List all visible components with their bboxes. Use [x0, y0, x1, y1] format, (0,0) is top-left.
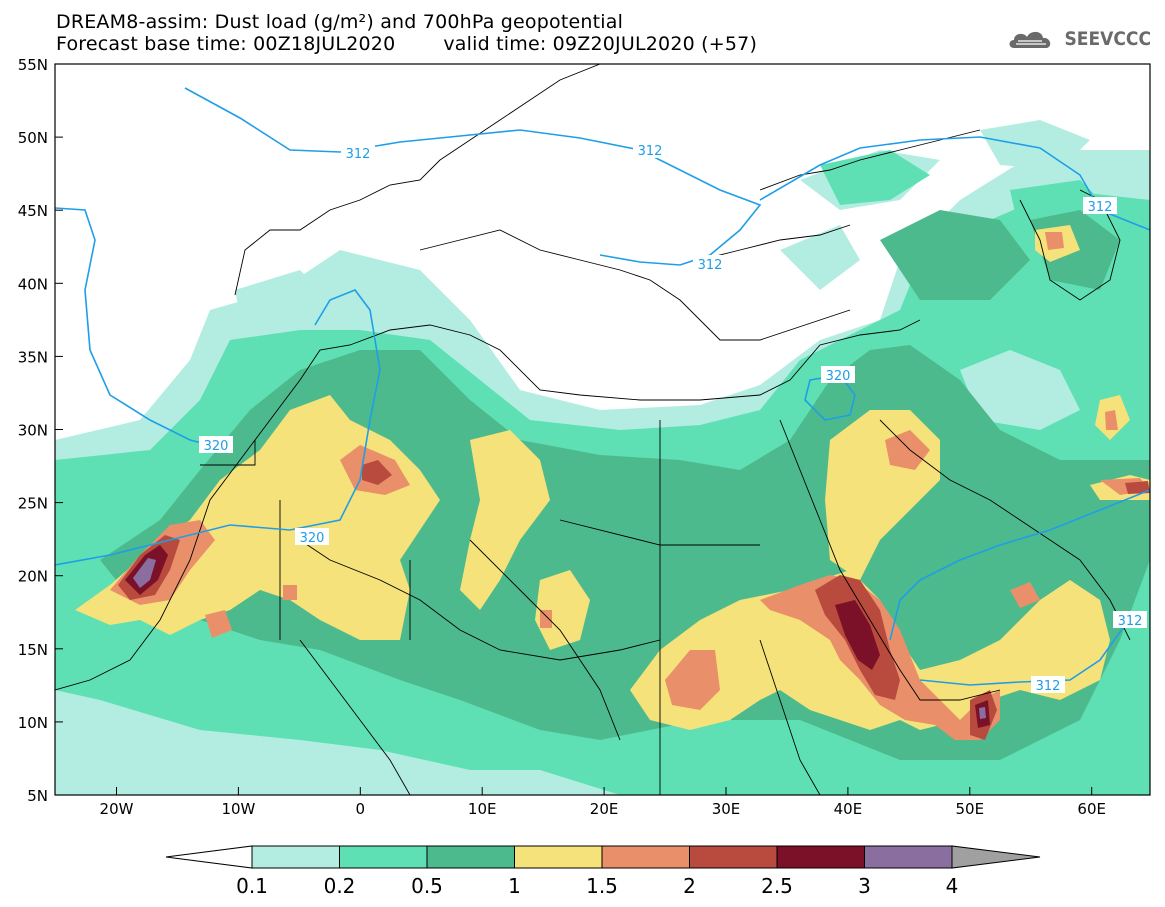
- lon-label: 10E: [468, 800, 497, 818]
- contour-labels: 312 312 312 312 312 312 320 320 320: [199, 141, 1147, 694]
- contour-label: 312: [1118, 614, 1143, 629]
- legend-level-label: 2.5: [761, 874, 793, 898]
- cloud-icon: [1009, 31, 1051, 48]
- contour-label: 320: [826, 369, 851, 384]
- legend-level-label: 4: [946, 874, 959, 898]
- lat-label: 10N: [18, 714, 48, 732]
- lon-label: 20W: [100, 800, 134, 818]
- legend-swatch: [689, 845, 778, 869]
- logo-text: SEEVCCC: [1064, 28, 1151, 50]
- time-info: Forecast base time: 00Z18JUL2020 valid ti…: [56, 34, 757, 54]
- legend-swatch: [339, 845, 428, 869]
- contour-label-bg: [633, 141, 667, 158]
- legend-level-label: 1: [508, 874, 521, 898]
- lat-label: 40N: [18, 275, 48, 293]
- longitude-axis: 20W 10W 0 10E 20E 30E 40E 50E 60E: [100, 787, 1106, 818]
- map-title: DREAM8-assim: Dust load (g/m²) and 700hP…: [56, 11, 624, 33]
- lon-label: 10W: [221, 800, 255, 818]
- contour-label-bg: [1031, 676, 1065, 693]
- lat-label: 25N: [18, 495, 48, 513]
- lat-label: 15N: [18, 641, 48, 659]
- dust-field: [55, 64, 1150, 795]
- contour-label-bg: [821, 366, 855, 383]
- coastlines: [55, 64, 1131, 795]
- lon-label: 20E: [590, 800, 619, 818]
- contour-label-bg: [693, 255, 727, 272]
- contour-label-bg: [1113, 611, 1147, 628]
- lon-label: 40E: [834, 800, 863, 818]
- dust-hole: [960, 350, 1080, 430]
- dust-level-3: [133, 558, 986, 719]
- lon-label: 60E: [1077, 800, 1106, 818]
- legend-swatch: [426, 845, 515, 869]
- colorbar-legend: 0.1 0.2 0.5 1 1.5 2 2.5 3 4: [165, 845, 1041, 898]
- contour-label: 312: [1088, 200, 1113, 215]
- legend-over-arrow: [951, 845, 1041, 869]
- legend-level-label: 0.2: [324, 874, 356, 898]
- legend-under-arrow: [165, 845, 253, 869]
- legend-swatch: [251, 845, 340, 869]
- legend-swatch: [776, 845, 865, 869]
- contour-label: 312: [638, 144, 663, 159]
- contour-label: 320: [204, 439, 229, 454]
- legend-swatch: [864, 845, 953, 869]
- lat-label: 30N: [18, 422, 48, 440]
- lon-label: 30E: [712, 800, 741, 818]
- lat-label: 45N: [18, 202, 48, 220]
- lon-label: 50E: [956, 800, 985, 818]
- seevccc-logo: SEEVCCC: [1006, 26, 1151, 52]
- contour-label: 312: [1036, 679, 1061, 694]
- legend-level-label: 2: [683, 874, 696, 898]
- legend-level-label: 0.1: [236, 874, 268, 898]
- lat-label: 55N: [18, 56, 48, 74]
- lat-label: 35N: [18, 348, 48, 366]
- lon-label: 0: [356, 800, 366, 818]
- contour-label-bg: [295, 528, 329, 545]
- legend-swatch: [514, 845, 603, 869]
- base-time: Forecast base time: 00Z18JUL2020: [56, 33, 396, 55]
- contour-label: 312: [346, 147, 371, 162]
- legend-level-label: 3: [858, 874, 871, 898]
- legend-level-label: 0.5: [411, 874, 443, 898]
- lat-label: 5N: [27, 787, 48, 805]
- contour-label-bg: [199, 436, 233, 453]
- contour-label: 312: [698, 258, 723, 273]
- legend-swatch: [601, 845, 690, 869]
- lat-label: 50N: [18, 129, 48, 147]
- contour-label: 320: [300, 531, 325, 546]
- contour-label-bg: [1083, 197, 1117, 214]
- lat-label: 20N: [18, 568, 48, 586]
- valid-time: valid time: 09Z20JUL2020 (+57): [443, 33, 758, 55]
- contour-label-bg: [341, 144, 375, 161]
- latitude-axis: 55N 50N 45N 40N 35N 30N 25N 20N 15N 10N 5N: [18, 56, 63, 805]
- legend-level-label: 1.5: [586, 874, 618, 898]
